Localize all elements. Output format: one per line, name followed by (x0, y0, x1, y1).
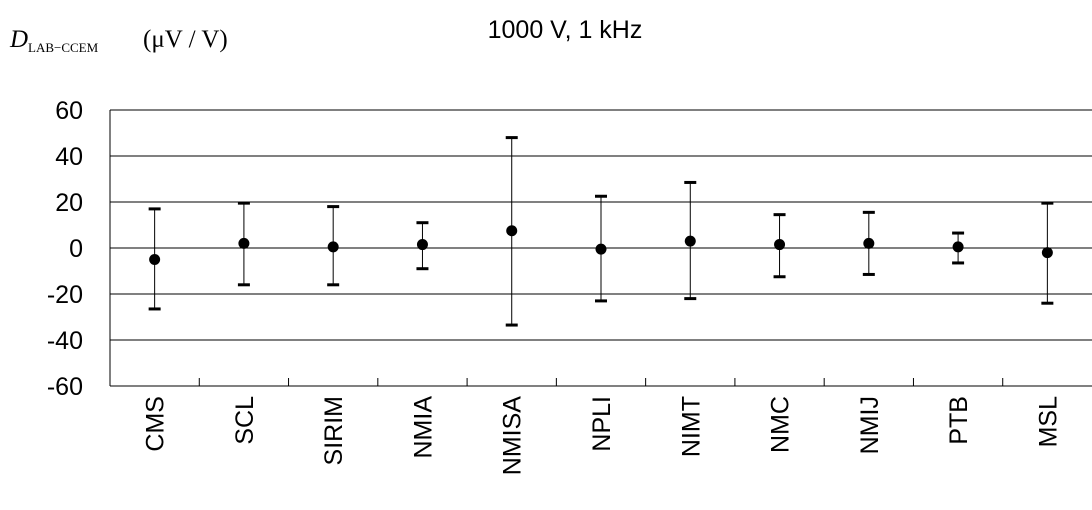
data-point (595, 243, 607, 255)
data-point (327, 241, 339, 253)
data-point (1041, 247, 1053, 259)
x-category-label: NMC (767, 396, 795, 453)
y-tick-label: 40 (55, 143, 83, 171)
plot-area: 60 40 20 0 -20 -40 -60 CMS SCL SIRIM NMIA NMISA NPLI… (47, 97, 1092, 475)
y-tick-label: 0 (69, 235, 83, 263)
chart-title: 1000 V, 1 kHz (488, 16, 643, 44)
y-axis-label-var: D (9, 26, 28, 53)
x-category-label: PTB (945, 396, 973, 445)
data-point (238, 237, 250, 249)
x-category-label: SCL (231, 396, 259, 445)
y-axis-label: D LAB−CCEM (μV / V) (9, 26, 228, 55)
data-point (506, 225, 518, 237)
data-point (774, 239, 786, 251)
data-point (684, 235, 696, 247)
y-axis-label-unit: (μV / V) (143, 26, 228, 53)
y-axis-label-subscript: LAB−CCEM (28, 40, 99, 55)
y-tick-label: -20 (47, 281, 83, 309)
y-tick-label: -40 (47, 327, 83, 355)
data-point (149, 254, 161, 265)
y-tick-label: 60 (55, 97, 83, 125)
x-category-label: CMS (142, 396, 170, 452)
data-point (952, 241, 964, 253)
y-tick-label: 20 (55, 189, 83, 217)
x-category-label: MSL (1034, 396, 1062, 448)
x-category-label: NMISA (499, 396, 527, 476)
x-category-label: NPLI (588, 396, 616, 452)
x-category-label: NMIA (409, 396, 437, 459)
data-point (863, 237, 875, 249)
y-tick-label: -60 (47, 373, 83, 401)
x-category-label: NIMT (677, 396, 705, 457)
data-point (416, 239, 428, 251)
x-category-label: NMIJ (856, 396, 884, 454)
x-category-label: SIRIM (320, 396, 348, 465)
